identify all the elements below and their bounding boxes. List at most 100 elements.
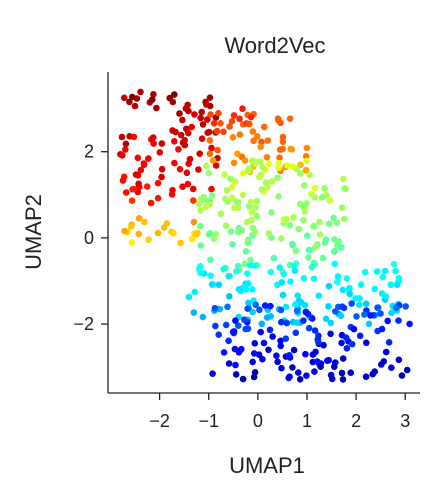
scatter-point (243, 218, 251, 226)
scatter-point (203, 101, 210, 108)
scatter-point (348, 300, 356, 307)
scatter-point (305, 246, 313, 254)
scatter-point (244, 305, 251, 313)
scatter-point (247, 256, 254, 264)
scatter-point (239, 191, 247, 199)
scatter-point (231, 178, 239, 185)
scatter-point (129, 93, 136, 101)
x-tick-label: −1 (198, 411, 219, 431)
scatter-point (222, 195, 229, 203)
scatter-point (228, 118, 236, 125)
scatter-point (177, 131, 185, 139)
scatter-point (315, 292, 323, 300)
scatter-point (223, 187, 231, 194)
scatter-point (297, 161, 304, 168)
scatter-point (222, 264, 229, 272)
scatter-point (290, 346, 298, 354)
scatter-point (197, 222, 204, 230)
scatter-point (200, 193, 208, 201)
scatter-point (292, 329, 300, 337)
scatter-point (210, 120, 218, 127)
scatter-point (195, 166, 202, 173)
scatter-point (248, 157, 256, 165)
scatter-point (251, 369, 259, 376)
scatter-point (215, 281, 223, 289)
scatter-point (286, 115, 294, 122)
scatter-point (395, 275, 403, 282)
scatter-point (311, 368, 318, 375)
scatter-point (227, 228, 235, 235)
scatter-point (316, 231, 324, 238)
scatter-point (303, 200, 310, 207)
scatter-point (363, 339, 370, 347)
scatter-point (335, 238, 343, 245)
scatter-point (128, 239, 136, 246)
y-axis-label: UMAP2 (21, 194, 46, 270)
scatter-point (143, 183, 151, 190)
scatter-point (342, 334, 350, 341)
scatter-point (197, 114, 204, 122)
scatter-point (343, 345, 351, 352)
scatter-point (290, 262, 298, 269)
scatter-point (327, 319, 335, 327)
scatter-point (276, 264, 284, 271)
scatter-point (357, 281, 365, 289)
scatter-point (217, 120, 224, 127)
scatter-point (325, 282, 333, 290)
scatter-point (361, 311, 368, 318)
scatter-point (274, 174, 282, 181)
scatter-point (224, 303, 231, 311)
scatter-point (319, 254, 327, 262)
scatter-point (135, 215, 143, 222)
scatter-point (257, 328, 265, 336)
scatter-point (287, 145, 294, 153)
scatter-point (118, 133, 126, 141)
scatter-point (220, 349, 228, 356)
scatter-point (406, 320, 413, 328)
scatter-point (378, 325, 386, 333)
scatter-point (381, 267, 389, 275)
scatter-point (303, 144, 311, 152)
scatter-point (303, 372, 310, 380)
scatter-point (302, 167, 310, 174)
scatter-point (231, 204, 238, 212)
scatter-point (233, 198, 241, 206)
scatter-point (234, 262, 242, 270)
scatter-point (290, 214, 297, 221)
scatter-point (382, 348, 390, 356)
scatter-point (150, 91, 157, 98)
scatter-point (371, 368, 379, 375)
scatter-point (267, 268, 275, 276)
scatter-point (303, 232, 311, 240)
scatter-point (221, 171, 228, 178)
scatter-point (154, 194, 162, 202)
scatter-point (122, 189, 130, 196)
scatter-point (251, 340, 259, 347)
scatter-point (282, 303, 290, 311)
scatter-point (131, 102, 139, 110)
scatter-point (241, 260, 249, 268)
scatter-point (190, 309, 198, 316)
y-tick-label: 0 (84, 228, 94, 248)
scatter-point (277, 306, 285, 314)
scatter-point (268, 209, 275, 216)
scatter-point (196, 150, 203, 157)
scatter-point (204, 116, 211, 123)
scatter-point (193, 231, 200, 238)
scatter-point (229, 241, 236, 248)
scatter-point (311, 244, 319, 251)
scatter-point (258, 186, 266, 193)
scatter-point (166, 94, 173, 102)
scatter-point (388, 309, 395, 317)
scatter-point (362, 373, 370, 381)
scatter-point (175, 146, 182, 153)
scatter-point (373, 268, 381, 275)
scatter-point (311, 184, 319, 192)
scatter-point (185, 129, 192, 137)
scatter-point (301, 182, 308, 189)
scatter-point (252, 301, 259, 309)
scatter-point (207, 256, 214, 264)
scatter-point (269, 178, 276, 185)
scatter-point (227, 175, 234, 183)
